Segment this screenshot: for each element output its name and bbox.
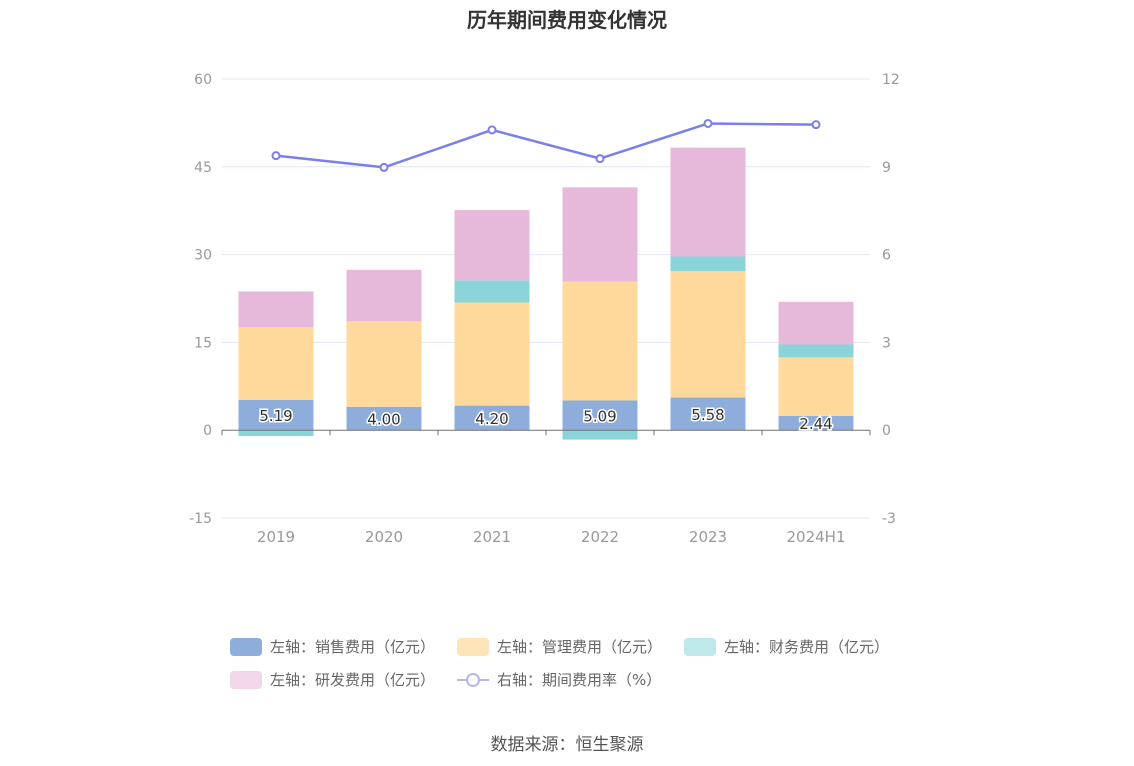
rate-point [703, 118, 713, 128]
admin-bar [238, 327, 314, 400]
category-label: 2020 [365, 528, 403, 546]
legend-label: 左轴：管理费用（亿元） [497, 638, 663, 656]
category-label: 2023 [689, 528, 727, 546]
legend-label: 右轴：期间费用率（%） [497, 671, 662, 689]
legend-swatch [684, 637, 717, 656]
rd-bar [562, 187, 638, 282]
sales-bar [238, 399, 314, 431]
left-tick-label: 30 [194, 248, 212, 264]
admin-bar [562, 281, 638, 401]
left-axis-ticks: -15 0 15 30 45 60 [189, 72, 212, 527]
legend-item[interactable]: 左轴：研发费用（亿元） [230, 669, 435, 690]
legend-label: 左轴：研发费用（亿元） [270, 671, 436, 689]
left-tick-label: 45 [194, 160, 212, 176]
rate-point [595, 154, 605, 164]
legend-swatch [230, 637, 262, 656]
legend-label: 左轴：财务费用（亿元） [724, 638, 890, 656]
rate-point [379, 162, 389, 172]
legend-item[interactable]: 右轴：期间费用率（%） [457, 669, 661, 690]
sales-data-label: 4.00 [367, 410, 400, 428]
rd-bar [346, 269, 422, 322]
legend-item[interactable]: 左轴：管理费用（亿元） [457, 636, 662, 657]
rate-point [811, 120, 821, 130]
legend-swatch [457, 671, 490, 689]
bar-series [238, 147, 854, 440]
left-tick-label: 0 [203, 423, 212, 439]
bar-data-labels: 5.19 4.00 4.20 5.09 5.58 2.44 [258, 404, 834, 434]
admin-bar [454, 302, 530, 406]
category-label: 2021 [473, 528, 511, 546]
sales-bar [562, 400, 638, 431]
category-label: 2024H1 [787, 528, 846, 546]
sales-bar [454, 405, 530, 431]
x-axis-category-labels: 2019 2020 2021 2022 2023 2024H1 [257, 528, 846, 546]
x-axis [221, 429, 871, 436]
right-tick-label: -3 [882, 511, 896, 527]
legend-swatch [230, 670, 262, 689]
rd-bar [670, 147, 746, 257]
finance-bar [670, 256, 746, 272]
category-label: 2022 [581, 528, 619, 546]
admin-bar [346, 321, 422, 407]
sales-data-label: 5.58 [691, 406, 724, 424]
left-tick-label: 15 [194, 335, 212, 351]
right-tick-label: 12 [882, 72, 900, 88]
rate-line [275, 122, 817, 169]
rate-point [487, 125, 497, 135]
grid-lines [222, 78, 870, 519]
left-tick-label: 60 [194, 72, 212, 88]
admin-bar [778, 357, 854, 416]
legend-row: 左轴：销售费用（亿元） 左轴：管理费用（亿元） 左轴：财务费用（亿元） [230, 630, 930, 663]
sales-bar [778, 415, 854, 431]
right-axis-ticks: -3 0 3 6 9 12 [882, 72, 900, 527]
sales-data-label: 5.09 [583, 407, 616, 425]
right-tick-label: 3 [882, 335, 891, 351]
rate-point [271, 151, 281, 161]
legend-row: 左轴：研发费用（亿元） 右轴：期间费用率（%） [230, 663, 930, 696]
sales-data-label: 2.44 [799, 415, 832, 433]
legend-item[interactable]: 左轴：财务费用（亿元） [684, 636, 889, 657]
right-tick-label: 6 [882, 248, 891, 264]
sales-data-label: 4.20 [475, 410, 508, 428]
chart-title: 历年期间费用变化情况 [467, 8, 667, 32]
sales-bar [346, 406, 422, 431]
legend-item[interactable]: 左轴：销售费用（亿元） [230, 636, 435, 657]
legend-swatch [457, 637, 490, 656]
finance-bar [454, 280, 530, 303]
sales-data-label: 5.19 [259, 407, 292, 425]
category-label: 2019 [257, 528, 295, 546]
finance-bar [562, 430, 638, 440]
right-tick-label: 0 [882, 423, 891, 439]
legend-label: 左轴：销售费用（亿元） [270, 638, 436, 656]
rd-bar [454, 210, 530, 281]
rd-bar [238, 291, 314, 328]
rd-bar [778, 301, 854, 345]
right-tick-label: 9 [882, 160, 891, 176]
rate-line-series [271, 118, 821, 172]
left-tick-label: -15 [189, 511, 212, 527]
finance-bar [238, 430, 314, 437]
admin-bar [670, 271, 746, 398]
legend: 左轴：销售费用（亿元） 左轴：管理费用（亿元） 左轴：财务费用（亿元） 左轴：研发费… [230, 630, 930, 696]
sales-bar [670, 397, 746, 431]
data-source-note: 数据来源：恒生聚源 [490, 735, 644, 755]
finance-bar [778, 344, 854, 358]
